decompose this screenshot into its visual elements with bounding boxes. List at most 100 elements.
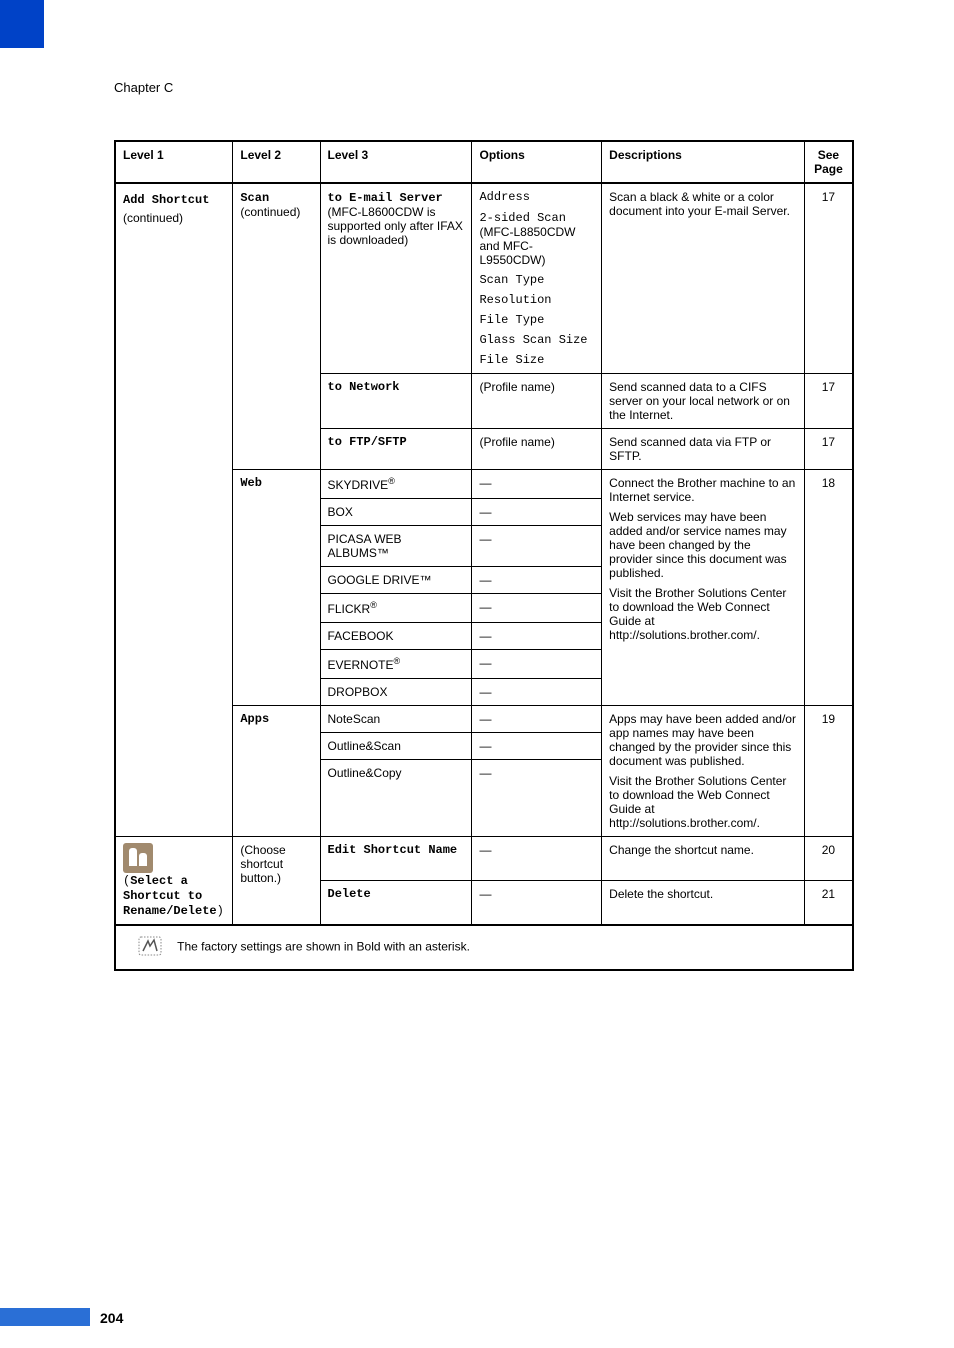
skydrive-label: SKYDRIVE	[328, 478, 389, 492]
l3-ftp: to FTP/SFTP	[320, 429, 472, 470]
page-20[interactable]: 20	[804, 837, 853, 881]
table-row: Add Shortcut (continued) Scan (continued…	[115, 183, 853, 374]
l3-evernote: EVERNOTE®	[320, 650, 472, 679]
l3-flickr: FLICKR®	[320, 594, 472, 623]
evernote-label: EVERNOTE	[328, 658, 394, 672]
l3-outlinescan: Outline&Scan	[320, 733, 472, 760]
l1-continued: (continued)	[123, 211, 183, 225]
desc-apps-2: Visit the Brother Solutions Center to do…	[609, 774, 797, 830]
header-descriptions: Descriptions	[602, 141, 805, 183]
opt-resolution: Resolution	[479, 293, 594, 307]
footer-blue-band	[0, 1308, 90, 1326]
level1-cell: Add Shortcut (continued)	[115, 183, 233, 837]
header-see-page: See Page	[804, 141, 853, 183]
opt-dash: —	[472, 567, 602, 594]
desc-web-3a: Visit the Brother Solutions Center to do…	[609, 586, 786, 628]
page-17b[interactable]: 17	[804, 374, 853, 429]
opt-filesize: File Size	[479, 353, 594, 367]
header-level3: Level 3	[320, 141, 472, 183]
opt-dash: —	[472, 679, 602, 706]
opt-2sided-models: (MFC-L8850CDW and MFC-L9550CDW)	[479, 225, 575, 267]
opt-dash: —	[472, 706, 602, 733]
note-icon	[138, 936, 162, 959]
opt-2sided: 2-sided Scan	[479, 211, 565, 225]
l2-scan-label: Scan	[240, 191, 269, 205]
shortcut-icon	[123, 843, 153, 873]
header-blue-band	[0, 0, 44, 48]
l3-network: to Network	[320, 374, 472, 429]
l1-add-shortcut: Add Shortcut	[123, 193, 209, 207]
opt-dash: —	[472, 594, 602, 623]
opt-glass: Glass Scan Size	[479, 333, 594, 347]
desc-web-3c: .	[757, 628, 760, 642]
page-18[interactable]: 18	[804, 470, 853, 706]
l3-gdrive: GOOGLE DRIVE™	[320, 567, 472, 594]
opt-dash: —	[472, 733, 602, 760]
chapter-label: Chapter C	[114, 80, 173, 95]
opt-ftp: (Profile name)	[472, 429, 602, 470]
l2-web: Web	[233, 470, 320, 706]
desc-web-3: Visit the Brother Solutions Center to do…	[609, 586, 797, 642]
reg-mark: ®	[394, 656, 401, 666]
l2-choose: (Choose shortcut button.)	[233, 837, 320, 926]
opt-delete: —	[472, 880, 602, 925]
l3-delete: Delete	[320, 880, 472, 925]
reg-mark: ®	[388, 476, 395, 486]
level2-scan: Scan (continued)	[233, 183, 320, 470]
l3-picasa: PICASA WEB ALBUMS™	[320, 526, 472, 567]
l3-skydrive: SKYDRIVE®	[320, 470, 472, 499]
l3-email-server-note: (MFC-L8600CDW is supported only after IF…	[328, 205, 463, 247]
footnote-row: The factory settings are shown in Bold w…	[115, 925, 853, 970]
header-level1: Level 1	[115, 141, 233, 183]
page-17a[interactable]: 17	[804, 183, 853, 374]
opt-dash: —	[472, 499, 602, 526]
opt-dash: —	[472, 650, 602, 679]
level1-shortcut: (Select a Shortcut to Rename/Delete)	[115, 837, 233, 926]
l2-apps: Apps	[233, 706, 320, 837]
l1-select-text: Select a Shortcut to Rename/Delete	[123, 874, 217, 918]
desc-web-link[interactable]: http://solutions.brother.com/	[609, 628, 756, 642]
page-number: 204	[100, 1310, 123, 1326]
desc-apps-link[interactable]: http://solutions.brother.com/	[609, 816, 756, 830]
desc-edit: Change the shortcut name.	[602, 837, 805, 881]
desc-web-1: Connect the Brother machine to an Intern…	[609, 476, 797, 504]
page-17c[interactable]: 17	[804, 429, 853, 470]
opt-edit: —	[472, 837, 602, 881]
desc-email: Scan a black & white or a color document…	[602, 183, 805, 374]
options-email: Address 2-sided Scan (MFC-L8850CDW and M…	[472, 183, 602, 374]
l3-email-server: to E-mail Server (MFC-L8600CDW is suppor…	[320, 183, 472, 374]
header-row: Level 1 Level 2 Level 3 Options Descript…	[115, 141, 853, 183]
l3-edit-name: Edit Shortcut Name	[320, 837, 472, 881]
l3-dropbox: DROPBOX	[320, 679, 472, 706]
footnote-cell: The factory settings are shown in Bold w…	[115, 925, 853, 970]
l3-facebook: FACEBOOK	[320, 623, 472, 650]
desc-apps-2a: Visit the Brother Solutions Center to do…	[609, 774, 786, 816]
opt-scantype: Scan Type	[479, 273, 594, 287]
desc-apps: Apps may have been added and/or app name…	[602, 706, 805, 837]
settings-table: Level 1 Level 2 Level 3 Options Descript…	[114, 140, 854, 971]
flickr-label: FLICKR	[328, 602, 371, 616]
opt-address: Address	[479, 190, 594, 204]
opt-dash: —	[472, 470, 602, 499]
l3-outlinecopy: Outline&Copy	[320, 760, 472, 837]
l2-scan-continued: (continued)	[240, 205, 300, 219]
desc-network: Send scanned data to a CIFS server on yo…	[602, 374, 805, 429]
footnote-text: The factory settings are shown in Bold w…	[177, 940, 470, 954]
desc-delete: Delete the shortcut.	[602, 880, 805, 925]
page-21[interactable]: 21	[804, 880, 853, 925]
l1-select-close: )	[217, 904, 224, 918]
desc-web-2: Web services may have been added and/or …	[609, 510, 797, 580]
table-row: (Select a Shortcut to Rename/Delete) (Ch…	[115, 837, 853, 881]
l3-box: BOX	[320, 499, 472, 526]
reg-mark: ®	[370, 600, 377, 610]
l3-email-server-label: to E-mail Server	[328, 191, 443, 205]
opt-filetype: File Type	[479, 313, 594, 327]
desc-web: Connect the Brother machine to an Intern…	[602, 470, 805, 706]
desc-apps-2c: .	[757, 816, 760, 830]
opt-dash: —	[472, 760, 602, 837]
page-19[interactable]: 19	[804, 706, 853, 837]
header-level2: Level 2	[233, 141, 320, 183]
desc-apps-1: Apps may have been added and/or app name…	[609, 712, 797, 768]
l3-notescan: NoteScan	[320, 706, 472, 733]
opt-dash: —	[472, 623, 602, 650]
